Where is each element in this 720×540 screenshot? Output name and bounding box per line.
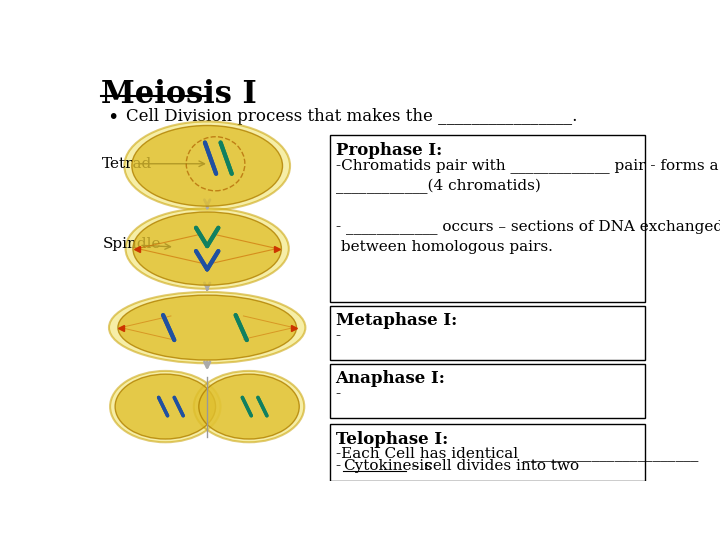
FancyBboxPatch shape [330, 424, 645, 481]
Text: Prophase I:: Prophase I: [336, 141, 442, 159]
Text: Metaphase I:: Metaphase I: [336, 312, 456, 329]
Ellipse shape [109, 292, 305, 363]
FancyBboxPatch shape [330, 136, 645, 302]
Text: Cell Division process that makes the ________________.: Cell Division process that makes the ___… [126, 109, 577, 125]
Text: Spindle: Spindle [102, 238, 161, 252]
Text: -: - [336, 387, 341, 401]
Ellipse shape [118, 295, 297, 360]
Text: – cell divides into two: – cell divides into two [407, 459, 579, 473]
Ellipse shape [125, 122, 290, 210]
Text: Cytokinesis: Cytokinesis [343, 459, 432, 473]
Text: -Chromatids pair with _____________ pair - forms a
____________(4 chromatids)

-: -Chromatids pair with _____________ pair… [336, 158, 720, 254]
Text: Tetrad: Tetrad [102, 157, 153, 171]
FancyBboxPatch shape [330, 306, 645, 360]
Ellipse shape [115, 374, 215, 439]
Ellipse shape [125, 208, 289, 289]
Text: •: • [107, 109, 118, 127]
Text: -: - [336, 459, 341, 473]
Text: Anaphase I:: Anaphase I: [336, 370, 446, 387]
Text: Telophase I:: Telophase I: [336, 431, 448, 448]
Ellipse shape [110, 371, 220, 442]
Ellipse shape [199, 374, 300, 439]
Text: Meiosis I: Meiosis I [101, 79, 257, 110]
FancyBboxPatch shape [330, 364, 645, 418]
Text: -: - [336, 329, 341, 343]
Ellipse shape [133, 212, 282, 285]
Ellipse shape [132, 125, 282, 206]
Text: -Each Cell has identical _______________________: -Each Cell has identical _______________… [336, 446, 698, 461]
Ellipse shape [194, 371, 305, 442]
